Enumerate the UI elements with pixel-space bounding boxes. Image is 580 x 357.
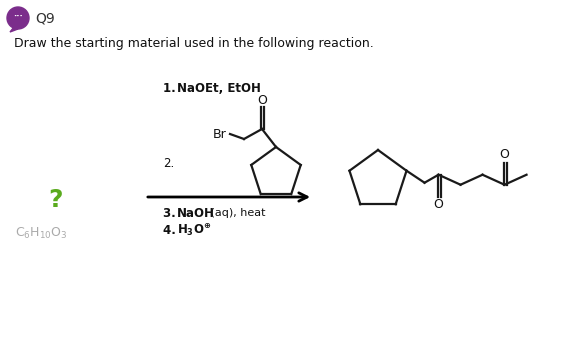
Text: O: O — [257, 94, 267, 106]
Text: Br: Br — [212, 127, 226, 141]
Polygon shape — [10, 27, 18, 32]
Text: 2.: 2. — [163, 156, 174, 170]
Text: $\mathbf{H_3O^{\oplus}}$: $\mathbf{H_3O^{\oplus}}$ — [177, 222, 211, 238]
Text: ···: ··· — [13, 12, 23, 21]
Text: $\mathrm{C_6H_{10}O_3}$: $\mathrm{C_6H_{10}O_3}$ — [15, 226, 68, 241]
Text: O: O — [434, 198, 444, 211]
Text: NaOH: NaOH — [177, 206, 215, 220]
Circle shape — [7, 7, 29, 29]
Text: ?: ? — [48, 188, 62, 212]
Text: 4.: 4. — [163, 223, 180, 236]
Text: NaOEt, EtOH: NaOEt, EtOH — [177, 81, 261, 95]
Text: (aq), heat: (aq), heat — [207, 208, 266, 218]
Text: 1.: 1. — [163, 81, 180, 95]
Text: Q9: Q9 — [35, 11, 55, 25]
Text: Draw the starting material used in the following reaction.: Draw the starting material used in the f… — [14, 36, 374, 50]
Text: 3.: 3. — [163, 206, 180, 220]
Text: O: O — [499, 148, 509, 161]
